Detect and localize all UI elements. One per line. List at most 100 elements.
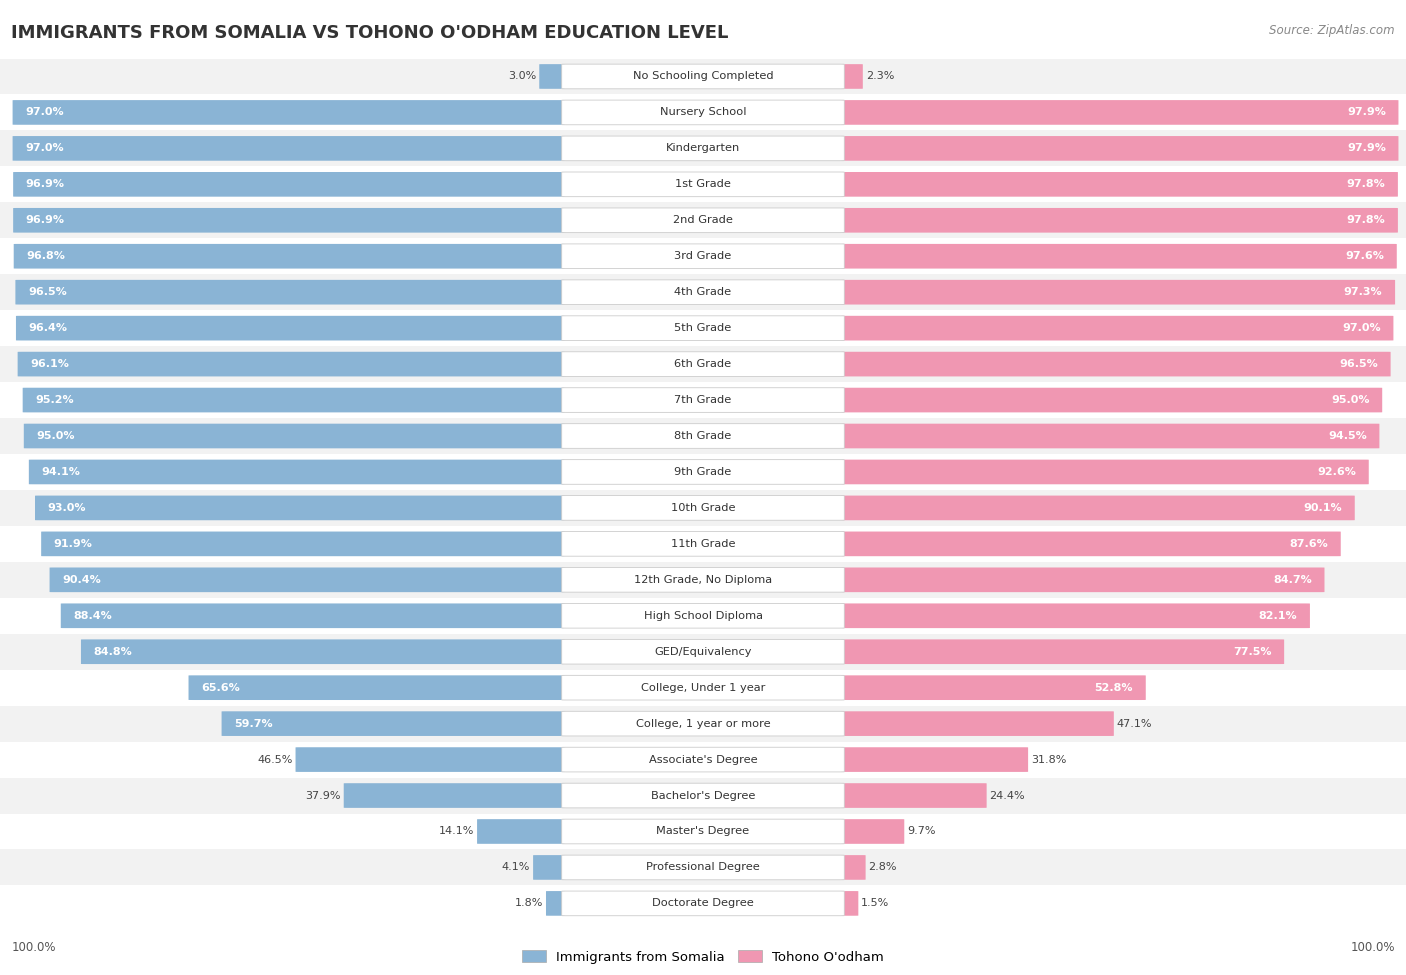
Bar: [0, 382, 1406, 418]
Text: 90.4%: 90.4%: [62, 575, 101, 585]
Bar: [0, 131, 1406, 167]
FancyBboxPatch shape: [842, 136, 1399, 161]
FancyBboxPatch shape: [562, 208, 844, 233]
FancyBboxPatch shape: [533, 855, 564, 879]
Text: 8th Grade: 8th Grade: [675, 431, 731, 441]
Text: 2.3%: 2.3%: [866, 71, 894, 82]
Text: College, 1 year or more: College, 1 year or more: [636, 719, 770, 728]
Bar: [0, 489, 1406, 526]
Text: 7th Grade: 7th Grade: [675, 395, 731, 405]
FancyBboxPatch shape: [842, 891, 858, 916]
Text: 3rd Grade: 3rd Grade: [675, 252, 731, 261]
Text: 97.6%: 97.6%: [1346, 252, 1384, 261]
Text: 59.7%: 59.7%: [235, 719, 273, 728]
FancyBboxPatch shape: [842, 567, 1324, 592]
Text: 24.4%: 24.4%: [990, 791, 1025, 800]
Text: 97.0%: 97.0%: [25, 107, 63, 117]
Text: 92.6%: 92.6%: [1317, 467, 1357, 477]
Text: 84.8%: 84.8%: [94, 646, 132, 657]
FancyBboxPatch shape: [842, 819, 904, 843]
Text: 95.2%: 95.2%: [35, 395, 75, 405]
FancyBboxPatch shape: [13, 100, 564, 125]
Bar: [0, 526, 1406, 562]
FancyBboxPatch shape: [295, 747, 564, 772]
Text: 96.5%: 96.5%: [1339, 359, 1378, 370]
Text: College, Under 1 year: College, Under 1 year: [641, 682, 765, 692]
FancyBboxPatch shape: [562, 747, 844, 772]
FancyBboxPatch shape: [842, 712, 1114, 736]
Text: 2nd Grade: 2nd Grade: [673, 215, 733, 225]
Text: 1st Grade: 1st Grade: [675, 179, 731, 189]
FancyBboxPatch shape: [842, 424, 1379, 448]
Text: 3.0%: 3.0%: [508, 71, 537, 82]
Text: Kindergarten: Kindergarten: [666, 143, 740, 153]
Bar: [0, 418, 1406, 454]
FancyBboxPatch shape: [562, 100, 844, 125]
Text: 65.6%: 65.6%: [201, 682, 240, 692]
FancyBboxPatch shape: [562, 495, 844, 521]
FancyBboxPatch shape: [562, 424, 844, 448]
FancyBboxPatch shape: [562, 604, 844, 628]
FancyBboxPatch shape: [842, 280, 1395, 304]
FancyBboxPatch shape: [562, 459, 844, 485]
FancyBboxPatch shape: [343, 783, 564, 808]
Bar: [0, 634, 1406, 670]
FancyBboxPatch shape: [842, 388, 1382, 412]
Bar: [0, 742, 1406, 778]
Text: 96.8%: 96.8%: [27, 252, 65, 261]
FancyBboxPatch shape: [842, 531, 1341, 556]
Text: 97.8%: 97.8%: [1347, 215, 1385, 225]
Text: 9th Grade: 9th Grade: [675, 467, 731, 477]
Text: 94.1%: 94.1%: [42, 467, 80, 477]
FancyBboxPatch shape: [562, 567, 844, 592]
Bar: [0, 274, 1406, 310]
FancyBboxPatch shape: [842, 640, 1284, 664]
FancyBboxPatch shape: [15, 280, 564, 304]
FancyBboxPatch shape: [22, 388, 564, 412]
Bar: [0, 95, 1406, 131]
Text: 90.1%: 90.1%: [1303, 503, 1343, 513]
FancyBboxPatch shape: [842, 244, 1396, 268]
FancyBboxPatch shape: [222, 712, 564, 736]
FancyBboxPatch shape: [842, 172, 1398, 197]
FancyBboxPatch shape: [82, 640, 564, 664]
FancyBboxPatch shape: [13, 208, 564, 233]
Text: 96.1%: 96.1%: [31, 359, 69, 370]
Text: 97.0%: 97.0%: [1343, 323, 1381, 333]
Text: 96.5%: 96.5%: [28, 288, 67, 297]
FancyBboxPatch shape: [842, 747, 1028, 772]
FancyBboxPatch shape: [15, 316, 564, 340]
FancyBboxPatch shape: [14, 244, 564, 268]
Bar: [0, 598, 1406, 634]
Text: 100.0%: 100.0%: [1350, 941, 1395, 955]
FancyBboxPatch shape: [35, 495, 564, 521]
FancyBboxPatch shape: [842, 459, 1369, 485]
Text: 5th Grade: 5th Grade: [675, 323, 731, 333]
Legend: Immigrants from Somalia, Tohono O'odham: Immigrants from Somalia, Tohono O'odham: [522, 950, 884, 963]
Bar: [0, 885, 1406, 921]
Text: 4.1%: 4.1%: [502, 863, 530, 873]
Bar: [0, 706, 1406, 742]
FancyBboxPatch shape: [562, 136, 844, 161]
Text: 37.9%: 37.9%: [305, 791, 340, 800]
Text: 91.9%: 91.9%: [53, 539, 93, 549]
Bar: [0, 238, 1406, 274]
Text: 47.1%: 47.1%: [1116, 719, 1152, 728]
FancyBboxPatch shape: [842, 783, 987, 808]
FancyBboxPatch shape: [562, 64, 844, 89]
FancyBboxPatch shape: [24, 424, 564, 448]
Text: IMMIGRANTS FROM SOMALIA VS TOHONO O'ODHAM EDUCATION LEVEL: IMMIGRANTS FROM SOMALIA VS TOHONO O'ODHA…: [11, 24, 728, 42]
Text: 96.4%: 96.4%: [28, 323, 67, 333]
FancyBboxPatch shape: [842, 316, 1393, 340]
FancyBboxPatch shape: [842, 604, 1310, 628]
Text: 100.0%: 100.0%: [11, 941, 56, 955]
FancyBboxPatch shape: [562, 676, 844, 700]
Text: 9.7%: 9.7%: [907, 827, 935, 837]
FancyBboxPatch shape: [41, 531, 564, 556]
FancyBboxPatch shape: [49, 567, 564, 592]
FancyBboxPatch shape: [562, 352, 844, 376]
FancyBboxPatch shape: [562, 244, 844, 268]
Text: High School Diploma: High School Diploma: [644, 610, 762, 621]
FancyBboxPatch shape: [562, 712, 844, 736]
FancyBboxPatch shape: [562, 280, 844, 304]
